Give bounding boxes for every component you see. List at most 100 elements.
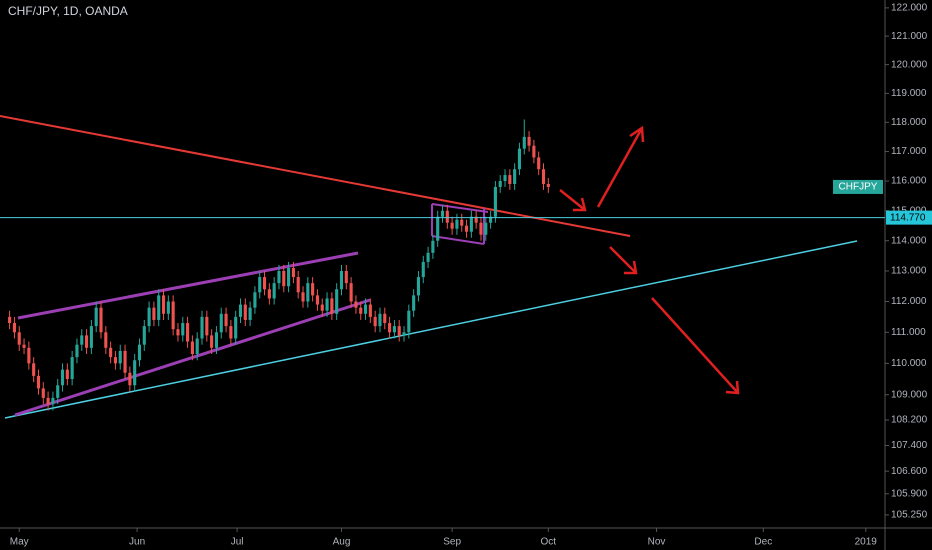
candle	[32, 357, 36, 383]
candle-body	[426, 252, 430, 262]
candle-body	[200, 316, 204, 339]
candle	[306, 277, 310, 308]
candle-body	[133, 360, 137, 386]
y-tick-label: 120.000	[891, 59, 928, 70]
candle	[484, 216, 488, 241]
candle	[546, 178, 550, 193]
candle	[287, 261, 291, 293]
candle	[325, 292, 329, 317]
candle-body	[205, 316, 209, 336]
candle	[109, 341, 113, 364]
candle-body	[137, 344, 142, 361]
candle	[224, 307, 228, 333]
candle	[195, 332, 199, 361]
candle-body	[99, 307, 103, 333]
symbol-label-bg	[833, 179, 883, 194]
candle	[253, 286, 257, 314]
price-label: 114.770	[890, 212, 926, 223]
candle-body	[94, 307, 98, 327]
candle-body	[113, 357, 117, 364]
x-tick-label: May	[10, 537, 29, 548]
candle	[335, 283, 339, 320]
candle-body	[258, 277, 262, 293]
y-tick-label: 119.000	[891, 88, 927, 99]
candle	[532, 139, 536, 164]
candle	[339, 264, 344, 296]
candle-body	[181, 323, 185, 336]
candle-body	[147, 307, 151, 327]
candle	[200, 310, 204, 345]
candle	[479, 216, 483, 241]
y-tick-label: 108.200	[891, 415, 928, 426]
candle	[152, 301, 156, 327]
candle-body	[157, 295, 161, 320]
candle-body	[383, 313, 387, 324]
candle	[190, 335, 194, 361]
candle-body	[296, 277, 300, 293]
candle	[210, 329, 214, 355]
candle-body	[210, 335, 214, 348]
candle-body	[436, 216, 440, 241]
candle-body	[464, 225, 469, 232]
candle-body	[56, 385, 60, 398]
candle	[272, 277, 276, 305]
candle	[392, 319, 396, 339]
y-tick-label: 105.900	[891, 488, 928, 499]
candle-body	[229, 326, 233, 339]
candle	[65, 363, 69, 386]
candle-body	[474, 216, 478, 223]
candle	[27, 341, 31, 370]
candle-body	[412, 295, 416, 311]
candle-body	[46, 397, 50, 405]
candle-body	[248, 307, 252, 320]
candle	[522, 119, 526, 155]
candle	[320, 298, 324, 317]
candle-body	[493, 186, 497, 217]
candle-body	[267, 289, 271, 299]
candle	[412, 289, 416, 317]
candle	[291, 261, 295, 284]
candle-body	[171, 301, 175, 330]
flag-top	[431, 203, 489, 213]
candle	[238, 298, 243, 324]
candle-body	[287, 267, 291, 287]
candle-body	[349, 283, 353, 302]
candle	[36, 369, 41, 395]
candle	[373, 310, 377, 333]
candle	[421, 255, 425, 284]
candle	[258, 270, 262, 299]
candle-body	[527, 136, 531, 146]
candle-body	[75, 344, 79, 358]
candle	[493, 181, 497, 223]
candle	[277, 264, 281, 290]
candle	[56, 379, 60, 405]
candle-body	[402, 332, 406, 336]
candle-body	[315, 295, 320, 305]
candle-body	[27, 347, 31, 364]
candle-body	[330, 298, 334, 314]
x-tick-label: Aug	[333, 537, 351, 548]
y-tick-label: 106.600	[891, 466, 928, 477]
candle-body	[104, 332, 108, 348]
flag-bottom	[431, 235, 485, 245]
candle-body	[123, 350, 127, 373]
candle-body	[89, 326, 93, 348]
candle-body	[537, 157, 541, 170]
candle-body	[142, 326, 146, 345]
candle-body	[445, 210, 449, 223]
candle-body	[359, 307, 363, 314]
candle-body	[253, 292, 257, 308]
price-label-bg	[886, 210, 932, 225]
candle	[70, 350, 74, 386]
candle-body	[484, 222, 488, 235]
candle	[22, 338, 26, 355]
candle	[541, 163, 546, 190]
candle	[311, 277, 315, 302]
candle-body	[70, 357, 74, 380]
candle	[517, 142, 522, 176]
candle-body	[373, 316, 377, 327]
candle	[344, 264, 348, 290]
candle-body	[363, 304, 368, 314]
candle	[60, 363, 65, 392]
arrow	[596, 127, 644, 208]
